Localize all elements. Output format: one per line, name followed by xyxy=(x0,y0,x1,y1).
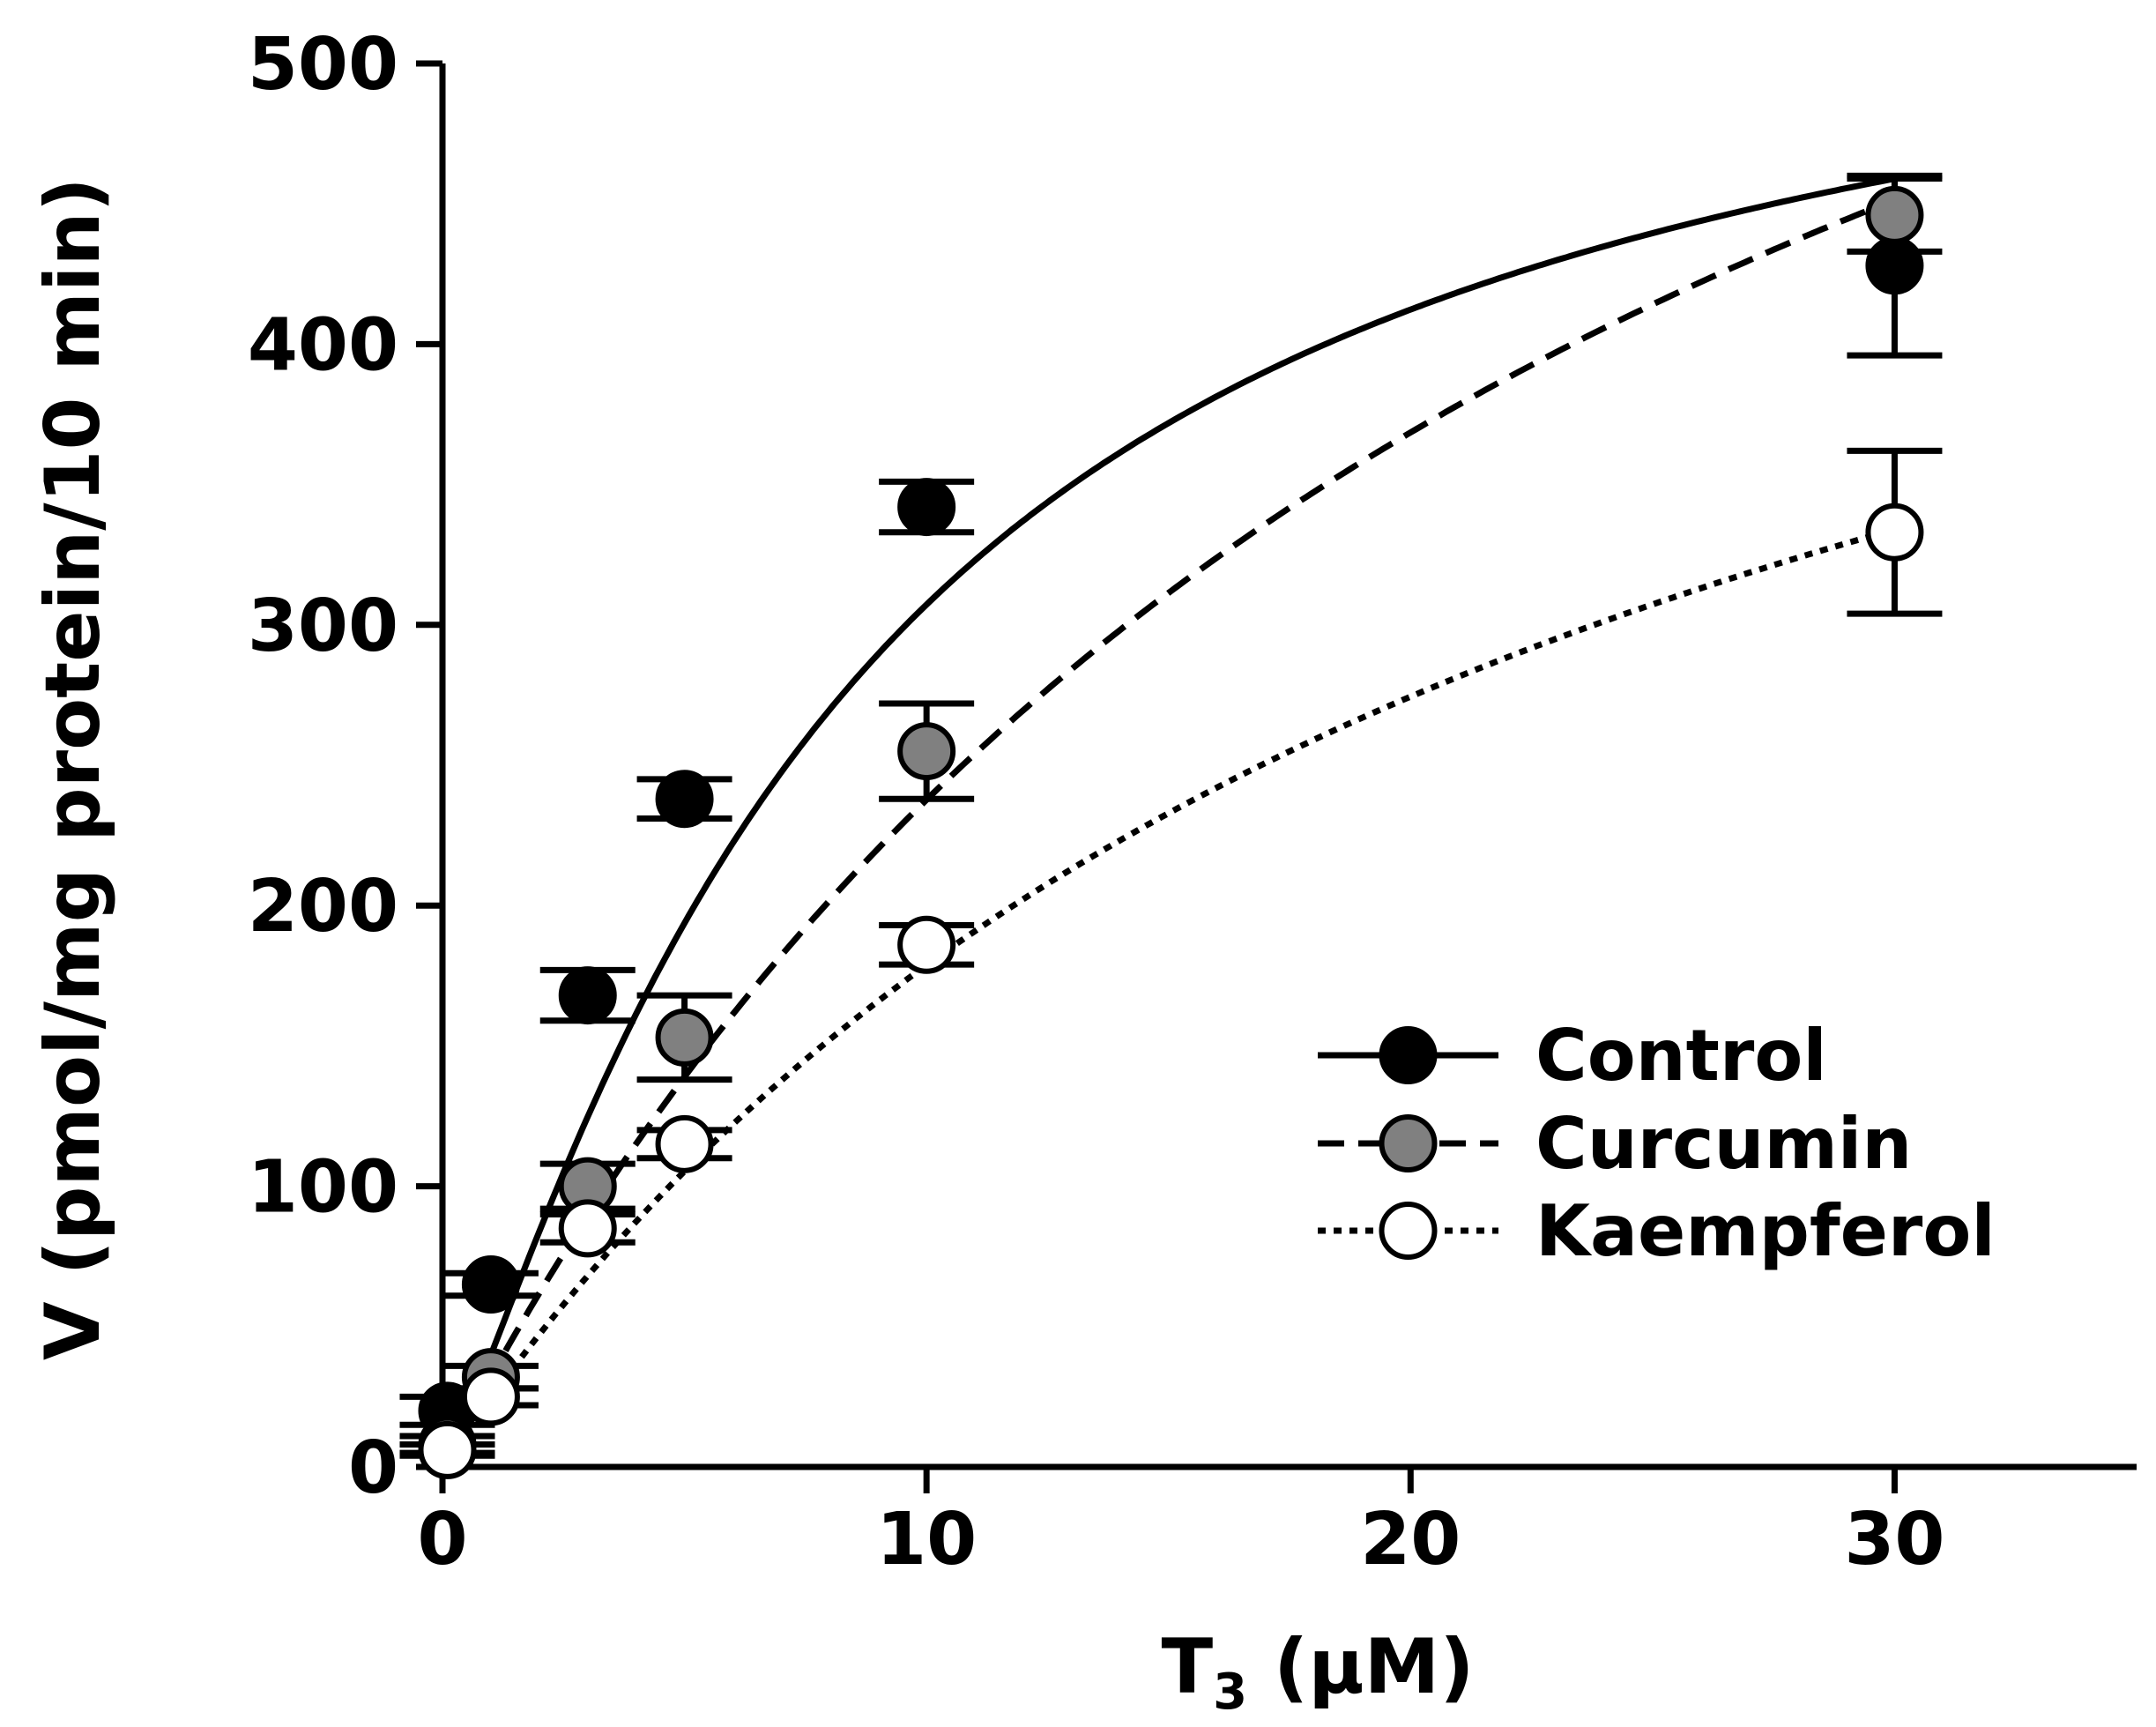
point-kaempferol-1 xyxy=(461,1367,520,1426)
legend-marker-curcumin xyxy=(1379,1114,1438,1172)
fit-curves xyxy=(444,175,1896,1462)
y-tick-label-400: 400 xyxy=(248,303,398,387)
x-tick-label-0: 0 xyxy=(417,1498,467,1582)
legend-label-control: Control xyxy=(1535,1015,1827,1097)
point-control-5 xyxy=(655,770,714,829)
point-curcumin-30 xyxy=(1865,185,1924,244)
point-curcumin-10 xyxy=(897,722,956,781)
point-control-10 xyxy=(897,478,956,537)
x-axis-title-subscript: 3 xyxy=(1213,1664,1247,1721)
y-tick-label-200: 200 xyxy=(248,865,398,949)
axes: 0 100 200 300 400 500 0 10 20 30 xyxy=(248,23,2137,1582)
x-tick-label-20: 20 xyxy=(1360,1498,1461,1582)
legend-marker-control xyxy=(1379,1026,1438,1084)
y-tick-label-100: 100 xyxy=(248,1146,398,1230)
x-axis-title-unit: (µM) xyxy=(1247,1623,1474,1711)
legend-marker-kaempferol xyxy=(1379,1202,1438,1260)
point-control-3 xyxy=(558,966,617,1025)
point-control-30 xyxy=(1865,236,1924,295)
data-points xyxy=(418,185,1924,1479)
x-ticks: 0 10 20 30 xyxy=(417,1467,1944,1582)
y-ticks: 0 100 200 300 400 500 xyxy=(248,23,442,1510)
y-tick-label-0: 0 xyxy=(348,1426,398,1510)
point-kaempferol-5 xyxy=(655,1114,714,1173)
y-tick-label-500: 500 xyxy=(248,23,398,107)
point-kaempferol-30 xyxy=(1865,502,1924,562)
x-axis-title-main: T xyxy=(1161,1623,1213,1711)
point-kaempferol-0.1 xyxy=(418,1420,477,1479)
point-curcumin-5 xyxy=(655,1008,714,1067)
y-tick-label-300: 300 xyxy=(248,584,398,668)
point-kaempferol-3 xyxy=(558,1199,617,1258)
point-control-1 xyxy=(461,1255,520,1314)
legend-label-curcumin: Curcumin xyxy=(1535,1103,1912,1185)
x-axis-title: T3 (µM) xyxy=(1161,1623,1474,1721)
y-axis-title: V (pmol/mg protein/10 min) xyxy=(29,177,117,1360)
fit-curve-control xyxy=(444,175,1896,1461)
point-kaempferol-10 xyxy=(897,915,956,974)
fit-curve-curcumin xyxy=(444,197,1896,1460)
legend-label-kaempferol: Kaempferol xyxy=(1535,1190,1996,1272)
x-tick-label-30: 30 xyxy=(1844,1498,1944,1582)
x-tick-label-10: 10 xyxy=(876,1498,977,1582)
